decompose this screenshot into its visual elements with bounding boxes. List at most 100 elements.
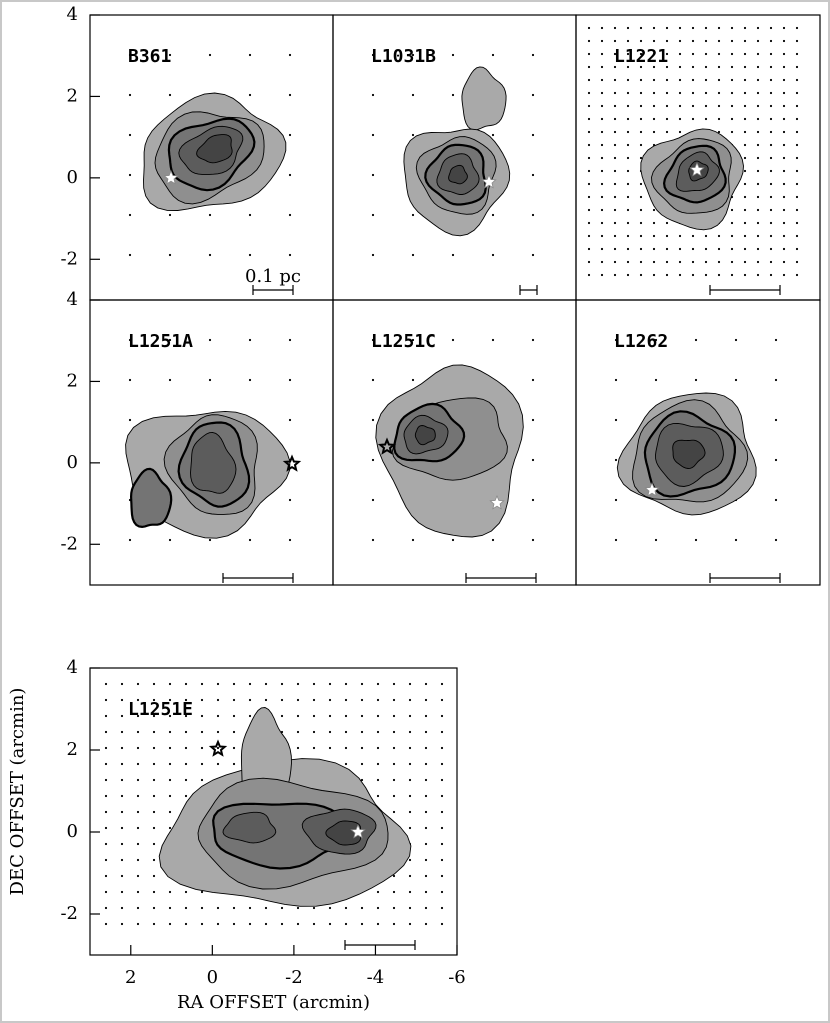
grid-dot	[491, 253, 495, 257]
grid-dot	[104, 842, 108, 846]
grid-dot	[136, 730, 140, 734]
grid-dot	[795, 130, 799, 134]
grid-dot	[795, 182, 799, 186]
grid-dot	[440, 906, 444, 910]
grid-dot	[440, 746, 444, 750]
grid-dot	[288, 93, 292, 97]
contour	[222, 811, 277, 844]
grid-dot	[392, 746, 396, 750]
grid-dot	[704, 91, 708, 95]
grid-dot	[216, 714, 220, 718]
grid-dot	[769, 247, 773, 251]
grid-dot	[280, 922, 284, 926]
grid-dot	[691, 78, 695, 82]
grid-dot	[104, 826, 108, 830]
grid-dot	[136, 682, 140, 686]
grid-dot	[782, 208, 786, 212]
grid-dot	[376, 698, 380, 702]
grid-dot	[704, 247, 708, 251]
grid-dot	[376, 682, 380, 686]
grid-dot	[691, 117, 695, 121]
grid-dot	[392, 906, 396, 910]
grid-dot	[626, 52, 630, 56]
grid-dot	[795, 195, 799, 199]
grid-dot	[128, 213, 132, 217]
grid-dot	[440, 714, 444, 718]
grid-dot	[694, 338, 698, 342]
grid-dot	[743, 26, 747, 30]
grid-dot	[451, 253, 455, 257]
grid-dot	[600, 117, 604, 121]
grid-dot	[613, 234, 617, 238]
grid-dot	[168, 682, 172, 686]
grid-dot	[360, 698, 364, 702]
grid-dot	[120, 810, 124, 814]
grid-dot	[296, 698, 300, 702]
grid-dot	[408, 826, 412, 830]
x-tick-label: 0	[207, 967, 218, 988]
grid-dot	[782, 260, 786, 264]
grid-dot	[392, 794, 396, 798]
grid-dot	[392, 698, 396, 702]
grid-dot	[360, 714, 364, 718]
grid-dot	[168, 762, 172, 766]
grid-dot	[717, 234, 721, 238]
grid-dot	[614, 538, 618, 542]
grid-dot	[248, 698, 252, 702]
grid-dot	[376, 922, 380, 926]
grid-dot	[248, 714, 252, 718]
grid-dot	[743, 221, 747, 225]
grid-dot	[328, 698, 332, 702]
grid-dot	[216, 762, 220, 766]
grid-dot	[743, 52, 747, 56]
grid-dot	[717, 247, 721, 251]
grid-dot	[587, 273, 591, 277]
grid-dot	[168, 93, 172, 97]
grid-dot	[626, 195, 630, 199]
contour	[461, 66, 507, 131]
grid-dot	[613, 78, 617, 82]
grid-dot	[152, 842, 156, 846]
grid-dot	[136, 698, 140, 702]
grid-dot	[665, 130, 669, 134]
y-tick-label: 2	[67, 370, 78, 391]
grid-dot	[440, 874, 444, 878]
grid-dot	[613, 247, 617, 251]
grid-dot	[531, 93, 535, 97]
grid-dot	[408, 714, 412, 718]
grid-dot	[531, 418, 535, 422]
grid-dot	[440, 698, 444, 702]
grid-dot	[613, 91, 617, 95]
grid-dot	[730, 273, 734, 277]
grid-dot	[248, 682, 252, 686]
grid-dot	[371, 458, 375, 462]
grid-dot	[756, 26, 760, 30]
grid-dot	[208, 538, 212, 542]
grid-dot	[730, 221, 734, 225]
grid-dot	[168, 378, 172, 382]
grid-dot	[168, 338, 172, 342]
grid-dot	[424, 714, 428, 718]
grid-dot	[795, 156, 799, 160]
grid-dot	[600, 39, 604, 43]
grid-dot	[264, 682, 268, 686]
grid-dot	[312, 746, 316, 750]
grid-dot	[587, 208, 591, 212]
grid-dot	[691, 52, 695, 56]
grid-dot	[600, 65, 604, 69]
grid-dot	[424, 778, 428, 782]
grid-dot	[408, 762, 412, 766]
grid-dot	[613, 156, 617, 160]
grid-dot	[652, 247, 656, 251]
panel-title: L1251E	[128, 699, 193, 720]
grid-dot	[120, 890, 124, 894]
star	[377, 437, 397, 455]
star	[481, 173, 497, 189]
panel: L1251A 4 2 0 -2	[60, 289, 334, 586]
grid-dot	[782, 169, 786, 173]
grid-dot	[531, 538, 535, 542]
grid-dot	[691, 91, 695, 95]
grid-dot	[626, 208, 630, 212]
grid-dot	[104, 778, 108, 782]
